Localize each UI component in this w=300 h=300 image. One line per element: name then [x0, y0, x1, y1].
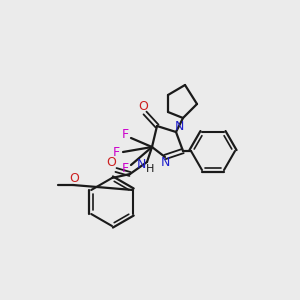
Text: F: F — [122, 128, 129, 140]
Text: F: F — [122, 163, 129, 176]
Text: H: H — [146, 164, 154, 174]
Text: F: F — [112, 146, 120, 158]
Text: O: O — [138, 100, 148, 112]
Text: N: N — [160, 157, 170, 169]
Text: O: O — [106, 157, 116, 169]
Text: O: O — [69, 172, 79, 185]
Text: N: N — [174, 121, 184, 134]
Text: N: N — [136, 158, 146, 172]
